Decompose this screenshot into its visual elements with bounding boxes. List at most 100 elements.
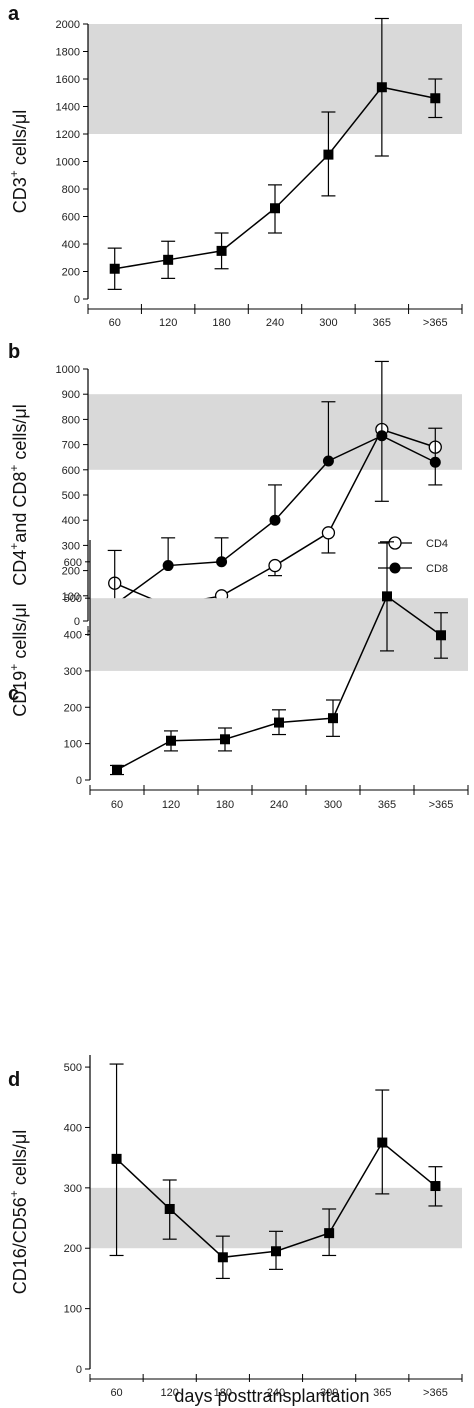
panel-label: b [8,341,20,363]
y-tick-label: 300 [64,1183,82,1195]
y-tick-label: 0 [74,294,80,306]
x-tick-label: 300 [324,799,342,811]
x-tick-label: 60 [110,1387,122,1399]
data-point [322,455,334,467]
data-point [376,430,388,442]
y-tick-label: 200 [62,267,80,279]
data-point [377,1137,388,1148]
y-axis-label: CD19+ cells/μl [7,603,30,716]
y-tick-label: 600 [64,557,82,569]
data-point [164,1203,175,1214]
data-point [321,526,336,540]
data-point [430,1181,441,1192]
y-tick-label: 800 [62,414,80,426]
y-tick-label: 400 [62,515,80,527]
x-tick-label: 365 [373,1387,391,1399]
y-tick-label: 200 [64,1243,82,1255]
y-tick-label: 0 [76,1364,82,1376]
data-point [324,1228,335,1239]
data-point [271,1246,281,1257]
y-tick-label: 400 [64,630,82,642]
legend-label: CD8 [426,563,448,575]
legend-marker [388,536,402,550]
y-tick-label: 2000 [56,19,80,31]
reference-band [88,24,462,134]
data-point [162,560,174,572]
series-main [109,1063,443,1280]
y-tick-label: 300 [62,540,80,552]
y-tick-label: 1600 [56,74,80,86]
data-point [166,735,176,746]
y-tick-label: 800 [62,184,80,196]
panel-label: c [8,683,19,705]
y-axis-label: CD16/CD56+ cells/μl [7,1130,30,1294]
y-tick-label: 0 [76,775,82,787]
series-cd8 [107,360,443,612]
y-tick-label: 1800 [56,47,80,59]
data-point [270,203,280,214]
y-tick-label: 1200 [56,129,80,141]
y-tick-label: 200 [64,702,82,714]
legend-label: CD4 [426,538,448,550]
x-tick-label: 300 [319,317,337,329]
y-tick-label: 500 [64,593,82,605]
reference-band [90,598,468,671]
series-main [107,17,443,290]
x-tick-label: >365 [429,799,454,811]
legend: CD4 CD8 [378,536,448,575]
data-point [274,717,284,728]
x-tick-label: 240 [270,799,288,811]
panel-label: a [8,3,20,25]
x-tick-label: 180 [212,317,230,329]
y-tick-label: 1400 [56,102,80,114]
data-point [268,558,282,573]
y-tick-label: 400 [62,239,80,251]
data-point [216,556,228,568]
y-tick-label: 500 [62,490,80,502]
x-tick-label: 60 [109,317,121,329]
x-tick-label: 240 [267,1387,285,1399]
x-tick-label: 240 [266,317,284,329]
x-tick-label: 120 [161,1387,179,1399]
y-tick-label: 100 [64,1304,82,1316]
panel-a: 0 200 400 600 800 1000 1200 1400 1600 1800 2000 60 1… [7,3,463,329]
data-point [112,764,122,775]
y-axis-label: CD3+ cells/μl [7,110,30,213]
data-point [217,1252,228,1263]
data-point [269,514,281,526]
y-axis-label: CD4+and CD8+ cells/μl [7,404,30,585]
x-tick-label: 300 [320,1387,338,1399]
y-tick-label: 900 [62,389,80,401]
x-tick-label: 60 [111,799,123,811]
panel-label: d [8,1069,20,1091]
data-point [109,263,120,274]
x-tick-label: 365 [378,799,396,811]
data-point [323,149,334,160]
y-tick-label: 700 [62,440,80,452]
x-tick-label: 120 [159,317,177,329]
y-tick-label: 600 [62,465,80,477]
x-tick-label: 180 [216,799,234,811]
x-tick-label: 365 [373,317,391,329]
x-axis-title: days posttransplantation [174,1386,369,1406]
y-tick-label: 100 [64,739,82,751]
data-point [436,630,446,641]
x-tick-label: >365 [423,317,448,329]
x-tick-label: 120 [162,799,180,811]
data-point [429,456,441,468]
panel-c: 0 100 200 300 400 500 600 60 120 180 240 300 365 >365… [7,540,469,811]
data-point [328,713,338,724]
data-point [376,82,387,93]
series-main [110,541,448,776]
data-point [220,734,230,745]
data-point [382,591,392,602]
data-point [111,1153,122,1164]
y-tick-label: 600 [62,212,80,224]
data-point [163,254,174,265]
y-tick-label: 1000 [56,157,80,169]
y-tick-label: 200 [62,566,80,578]
legend-marker [389,562,401,574]
y-tick-label: 0 [74,616,80,628]
y-tick-label: 500 [64,1062,82,1074]
